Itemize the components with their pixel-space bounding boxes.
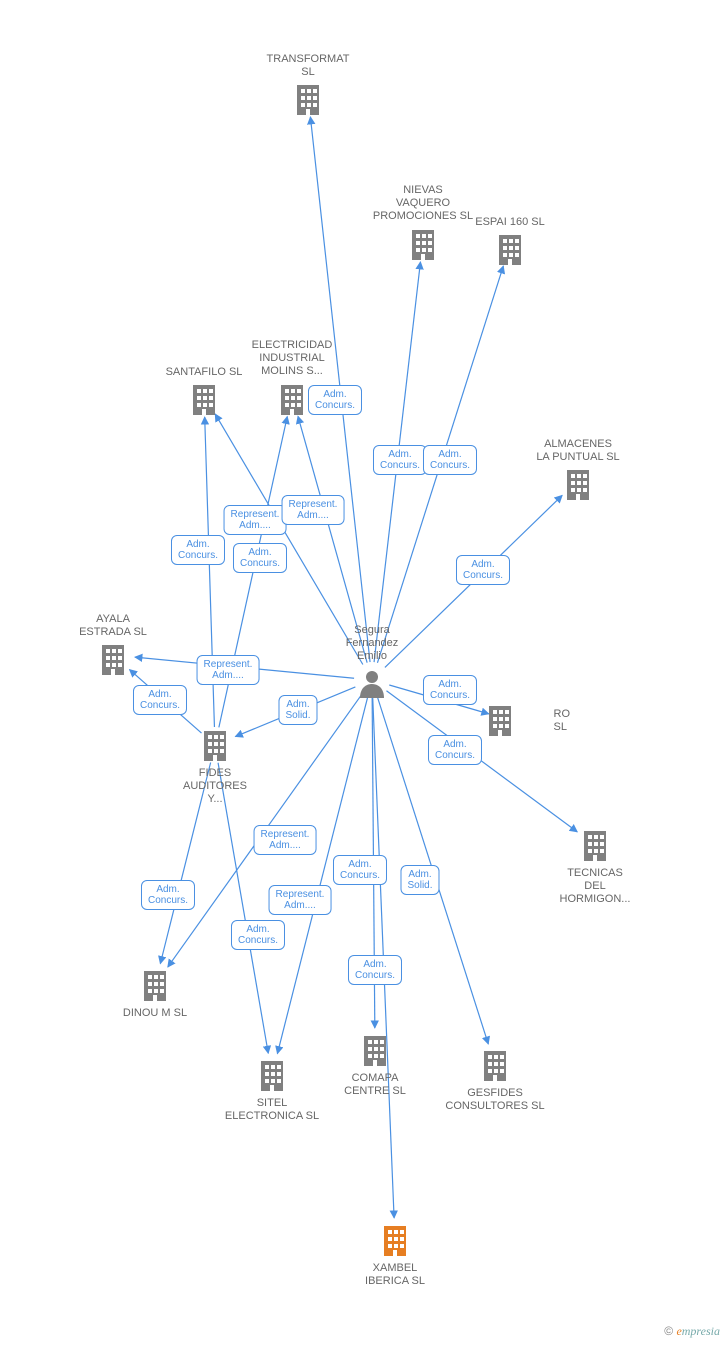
node-espai[interactable]: ESPAI 160 SL — [450, 216, 570, 267]
building-icon — [485, 704, 515, 738]
node-label: ESPAI 160 SL — [450, 216, 570, 229]
building-icon — [580, 829, 610, 863]
edge-label: Adm.Concurs. — [428, 735, 482, 765]
building-icon — [380, 1224, 410, 1258]
edge-label: Adm.Concurs. — [348, 955, 402, 985]
person-icon — [358, 668, 386, 698]
edge-label: Represent.Adm.... — [254, 825, 317, 855]
node-label: XAMBELIBERICA SL — [335, 1262, 455, 1288]
edge-label: Adm.Concurs. — [171, 535, 225, 565]
building-icon — [189, 383, 219, 417]
node-ayala[interactable]: AYALAESTRADA SL — [53, 613, 173, 677]
edge-label: Adm.Concurs. — [423, 675, 477, 705]
node-rosl[interactable]: ROSL — [450, 704, 570, 738]
building-icon — [98, 643, 128, 677]
node-label: ELECTRICIDADINDUSTRIALMOLINS S... — [232, 339, 352, 379]
node-label: ALMACENESLA PUNTUAL SL — [518, 438, 638, 464]
brand-rest: mpresia — [682, 1324, 720, 1338]
building-icon — [563, 468, 593, 502]
node-label: ROSL — [554, 708, 571, 734]
node-sitel[interactable]: SITELELECTRONICA SL — [212, 1059, 332, 1123]
building-icon — [140, 969, 170, 1003]
building-icon — [480, 1049, 510, 1083]
edge-label: Adm.Concurs. — [373, 445, 427, 475]
edge-label: Represent.Adm.... — [282, 495, 345, 525]
edge-label: Adm.Concurs. — [456, 555, 510, 585]
node-label: TECNICASDELHORMIGON... — [535, 867, 655, 907]
edge-label: Adm.Concurs. — [333, 855, 387, 885]
edge-label: Adm.Concurs. — [133, 685, 187, 715]
edge-label: Adm.Concurs. — [141, 880, 195, 910]
node-label: SITELELECTRONICA SL — [212, 1097, 332, 1123]
building-icon — [408, 228, 438, 262]
building-icon — [277, 383, 307, 417]
node-label: FIDESAUDITORESY... — [155, 767, 275, 807]
edge-label: Adm.Solid. — [400, 865, 439, 895]
node-dinou[interactable]: DINOU M SL — [95, 969, 215, 1020]
edge-label: Adm.Concurs. — [233, 543, 287, 573]
footer-copyright: © empresia — [664, 1324, 720, 1339]
edge-label: Represent.Adm.... — [197, 655, 260, 685]
node-tecnicas[interactable]: TECNICASDELHORMIGON... — [535, 829, 655, 907]
node-comapa[interactable]: COMAPACENTRE SL — [315, 1034, 435, 1098]
node-transformat[interactable]: TRANSFORMATSL — [248, 53, 368, 117]
building-icon — [495, 233, 525, 267]
edge-label: Represent.Adm.... — [269, 885, 332, 915]
node-label: COMAPACENTRE SL — [315, 1072, 435, 1098]
edge-label: Adm.Concurs. — [423, 445, 477, 475]
node-label: GESFIDESCONSULTORES SL — [435, 1087, 555, 1113]
edge-label: Adm.Solid. — [278, 695, 317, 725]
copyright-symbol: © — [664, 1324, 673, 1338]
node-xambel[interactable]: XAMBELIBERICA SL — [335, 1224, 455, 1288]
node-almacenes[interactable]: ALMACENESLA PUNTUAL SL — [518, 438, 638, 502]
edge-label: Adm.Concurs. — [231, 920, 285, 950]
building-icon — [293, 83, 323, 117]
building-icon — [200, 729, 230, 763]
node-label: SeguraFernandezEmilio — [312, 624, 432, 664]
node-label: AYALAESTRADA SL — [53, 613, 173, 639]
building-icon — [257, 1059, 287, 1093]
node-center[interactable]: SeguraFernandezEmilio — [312, 624, 432, 698]
edge-label: Represent.Adm.... — [224, 505, 287, 535]
edge-label: Adm.Concurs. — [308, 385, 362, 415]
node-label: DINOU M SL — [95, 1007, 215, 1020]
building-icon — [360, 1034, 390, 1068]
node-gesfides[interactable]: GESFIDESCONSULTORES SL — [435, 1049, 555, 1113]
node-label: TRANSFORMATSL — [248, 53, 368, 79]
node-fides[interactable]: FIDESAUDITORESY... — [155, 729, 275, 807]
